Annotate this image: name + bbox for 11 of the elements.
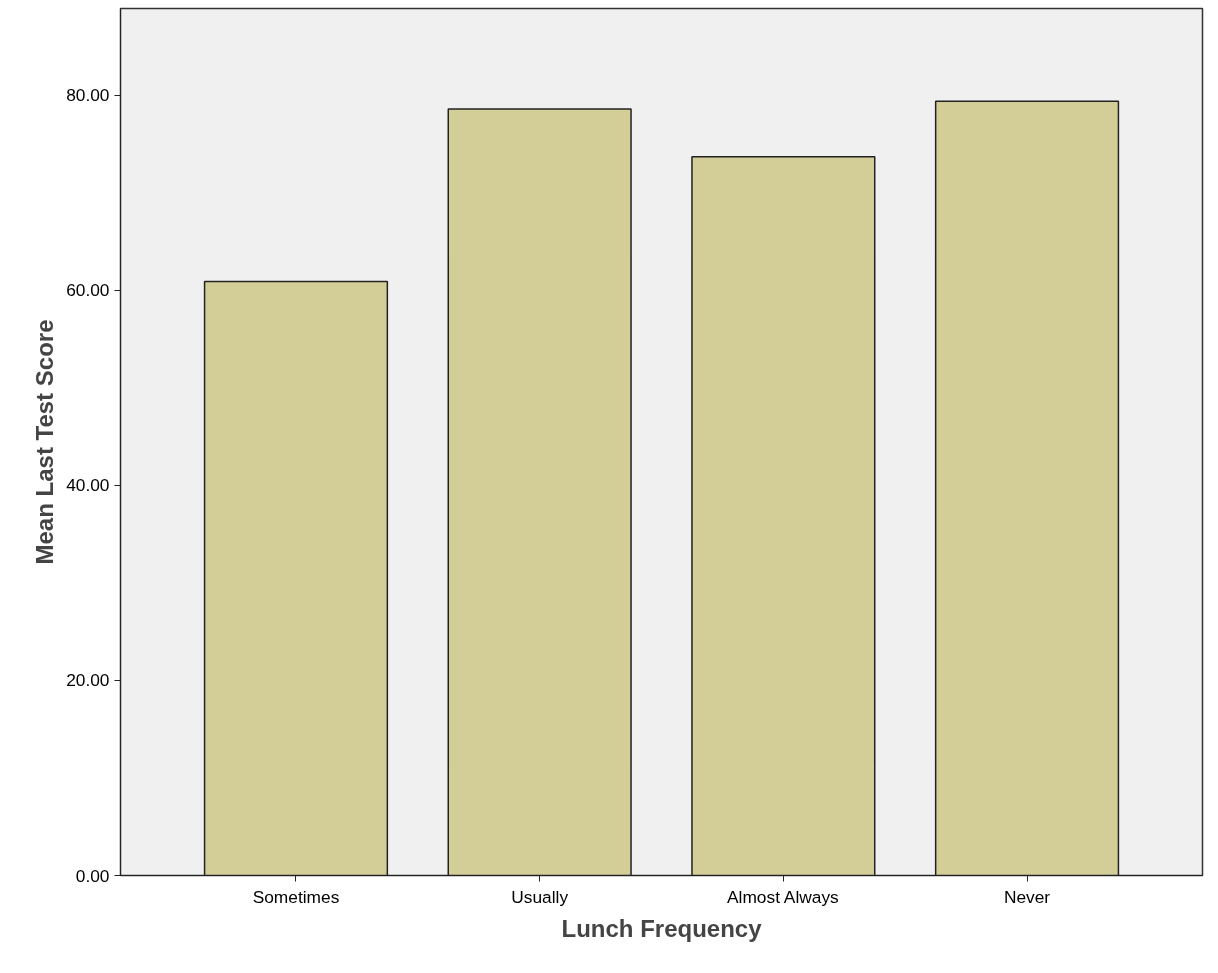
y-tick-label: 20.00 — [66, 670, 110, 691]
x-axis-title: Lunch Frequency — [561, 914, 763, 942]
y-tick-label: 40.00 — [66, 475, 110, 496]
x-tick-label: Almost Always — [727, 886, 840, 907]
y-tick-label: 80.00 — [66, 85, 110, 106]
y-tick-label: 60.00 — [66, 280, 110, 301]
x-tick-label: Usually — [511, 886, 569, 907]
x-tick-label: Never — [1003, 886, 1051, 907]
x-tick-label: Sometimes — [252, 886, 340, 907]
y-axis-title: Mean Last Test Score — [31, 319, 59, 565]
y-tick-label: 0.00 — [75, 865, 110, 886]
